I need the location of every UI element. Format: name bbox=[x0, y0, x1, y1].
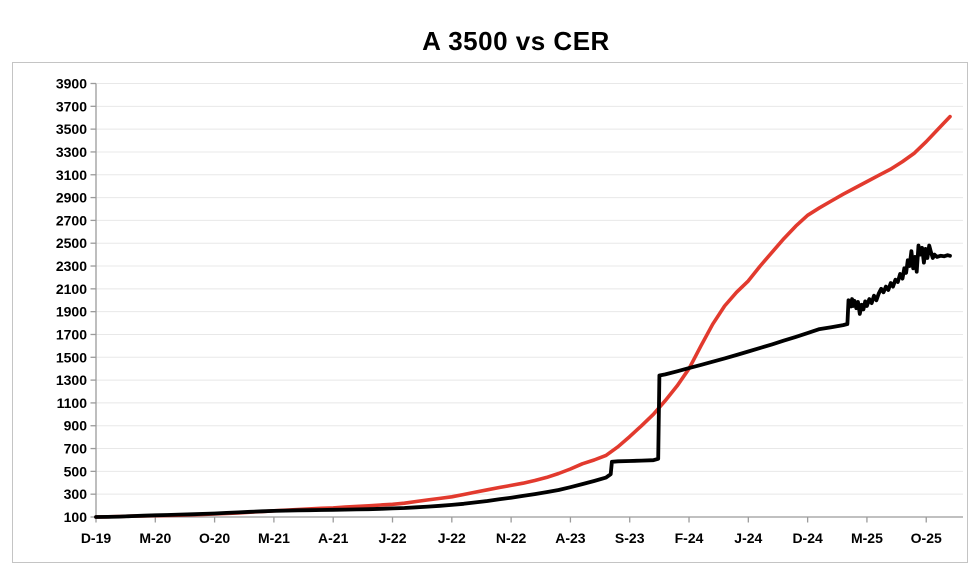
y-axis-ticks bbox=[90, 82, 96, 518]
y-axis-label: 1900 bbox=[56, 304, 87, 320]
y-axis-label: 3700 bbox=[56, 98, 87, 114]
x-axis-label: D-24 bbox=[792, 530, 823, 546]
y-axis-label: 500 bbox=[64, 463, 88, 479]
y-axis-label: 300 bbox=[64, 486, 88, 502]
y-axis-label: 2100 bbox=[56, 281, 87, 297]
y-axis-labels: 100 300 500 700 900 1100 1300 1500 1700 1900 2100 2… bbox=[56, 76, 87, 526]
chart-title: A 3500 vs CER bbox=[422, 26, 610, 56]
x-axis-label: N-22 bbox=[496, 530, 527, 546]
x-axis-label: J-22 bbox=[438, 530, 466, 546]
y-axis-label: 1700 bbox=[56, 326, 87, 342]
y-axis-label: 1300 bbox=[56, 372, 87, 388]
y-axis-label: 1500 bbox=[56, 349, 87, 365]
x-axis-label: A-23 bbox=[555, 530, 586, 546]
x-axis-label: M-25 bbox=[851, 530, 883, 546]
x-axis-label: D-19 bbox=[81, 530, 112, 546]
y-axis-label: 2500 bbox=[56, 235, 87, 251]
y-axis-label: 3100 bbox=[56, 167, 87, 183]
series-line-cer bbox=[94, 114, 952, 519]
plot-frame bbox=[12, 62, 968, 563]
y-axis-label: 700 bbox=[64, 441, 88, 457]
y-axis-label: 100 bbox=[64, 509, 88, 525]
y-axis-label: 3300 bbox=[56, 144, 87, 160]
y-gridlines bbox=[96, 83, 963, 495]
x-axis-label: O-20 bbox=[199, 530, 230, 546]
x-axis-label: A-21 bbox=[318, 530, 349, 546]
x-axis-ticks bbox=[95, 517, 927, 523]
y-axis-label: 2700 bbox=[56, 212, 87, 228]
x-axis-label: F-24 bbox=[675, 530, 704, 546]
x-axis-labels: D-19 M-20 O-20 M-21 A-21 J-22 J-22 N-22 A-23 S-23… bbox=[81, 530, 942, 546]
y-axis-label: 3500 bbox=[56, 121, 87, 137]
series-line-a-3500 bbox=[94, 243, 952, 519]
x-axis-label: M-21 bbox=[258, 530, 290, 546]
y-axis-label: 2900 bbox=[56, 190, 87, 206]
y-axis-label: 1100 bbox=[57, 395, 88, 411]
x-axis-label: J-24 bbox=[734, 530, 762, 546]
axes bbox=[95, 83, 963, 518]
y-axis-label: 900 bbox=[64, 418, 88, 434]
x-axis-label: M-20 bbox=[139, 530, 171, 546]
x-axis-label: S-23 bbox=[615, 530, 645, 546]
y-axis-label: 2300 bbox=[56, 258, 87, 274]
x-axis-label: J-22 bbox=[378, 530, 406, 546]
y-axis-label: 3900 bbox=[56, 76, 87, 92]
x-axis-label: O-25 bbox=[911, 530, 942, 546]
